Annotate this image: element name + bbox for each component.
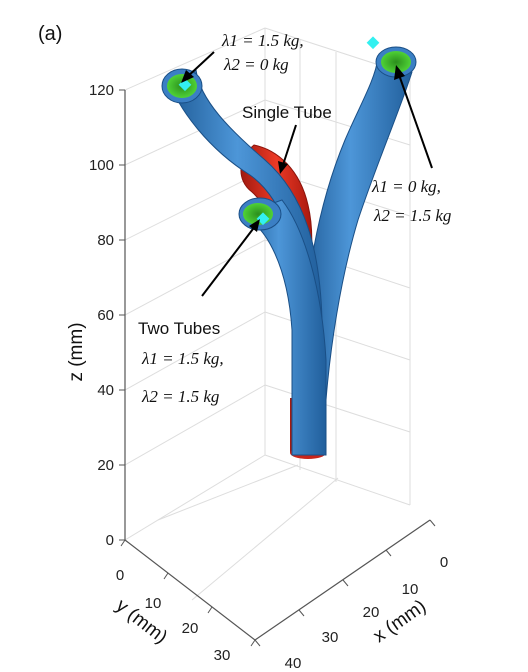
y-tick-label: 10 — [145, 595, 162, 612]
x-tick-mark — [342, 579, 349, 587]
annotation-two-tubes-lambda1: λ1 = 1.5 kg, — [141, 349, 224, 368]
grid-line — [264, 384, 411, 433]
left-tip — [161, 68, 203, 104]
two-tubes-tip-marker — [256, 212, 270, 226]
grid-line — [191, 477, 339, 601]
z-tick-label: 100 — [89, 157, 114, 174]
x-tick-mark — [385, 549, 392, 557]
y-ticks — [120, 539, 256, 647]
x-axis-line — [254, 519, 431, 641]
x-tick-mark — [298, 609, 305, 617]
x-tick-mark — [254, 639, 261, 647]
panel-label: (a) — [38, 23, 62, 45]
z-axis-label: z (mm) — [66, 322, 87, 381]
grid-line — [264, 311, 411, 361]
right-outer-tube — [299, 57, 413, 401]
grid-line — [124, 27, 266, 91]
grid — [124, 27, 411, 601]
annotation-left-lambda2: λ2 = 0 kg — [223, 55, 289, 74]
arrow-single-tube-head — [278, 161, 288, 174]
arrow-right-tip — [397, 71, 433, 169]
arrow-left-tip-head — [181, 70, 194, 83]
two-tubes-outer-tube — [238, 199, 327, 456]
z-tick-label: 40 — [97, 382, 114, 399]
x-ticks — [254, 519, 436, 647]
z-tick-label: 120 — [89, 82, 114, 99]
z-tick-label: 0 — [106, 532, 114, 549]
y-tick-mark — [207, 606, 213, 614]
two-tubes-tip — [238, 197, 282, 231]
x-tick-label: 0 — [440, 554, 448, 571]
arrow-left-tip — [185, 51, 215, 79]
annotation-two-tubes: Two Tubes — [138, 319, 220, 338]
arrow-single-tube — [281, 124, 297, 169]
z-tick-labels: 0 20 40 60 80 100 120 — [89, 82, 114, 549]
y-tick-mark — [120, 539, 126, 547]
arrow-two-tubes — [201, 224, 257, 297]
annotation-right-lambda1: λ1 = 0 kg, — [371, 177, 441, 196]
right-tip — [366, 36, 417, 78]
grid-line — [157, 464, 299, 521]
grid-line — [124, 239, 266, 316]
y-tick-label: 30 — [214, 647, 231, 664]
y-tick-labels: 0 10 20 30 — [116, 567, 231, 664]
x-tick-labels: 0 10 20 30 40 — [285, 554, 449, 672]
x-tick-label: 20 — [363, 604, 380, 621]
right-tip-marker — [366, 36, 380, 50]
annotation-two-tubes-lambda2: λ2 = 1.5 kg — [141, 387, 219, 406]
x-tick-mark — [429, 519, 436, 527]
annotation-arrows — [181, 51, 433, 297]
grid-line — [124, 169, 266, 241]
y-tick-label: 20 — [182, 620, 199, 637]
x-tick-label: 40 — [285, 655, 302, 672]
z-ticks — [119, 89, 125, 541]
annotation-left-lambda1: λ1 = 1.5 kg, — [221, 31, 304, 50]
y-tick-mark — [163, 572, 169, 580]
y-axis-line — [124, 539, 256, 641]
right-tip-disk — [381, 51, 411, 73]
y-tick-mark — [250, 639, 256, 647]
y-tick-label: 0 — [116, 567, 124, 584]
arrow-two-tubes-head — [249, 219, 260, 232]
y-axis-label: y (mm) — [112, 595, 171, 648]
grid-line — [124, 99, 266, 166]
x-tick-label: 30 — [322, 629, 339, 646]
z-tick-label: 20 — [97, 457, 114, 474]
z-tick-label: 60 — [97, 307, 114, 324]
grid-line — [124, 454, 266, 541]
annotation-single-tube: Single Tube — [242, 103, 332, 122]
arrow-right-tip-head — [394, 65, 405, 80]
grid-line — [264, 454, 411, 506]
z-tick-label: 80 — [97, 232, 114, 249]
grid-line — [124, 311, 266, 391]
annotation-right-lambda2: λ2 = 1.5 kg — [373, 206, 451, 225]
x-tick-label: 10 — [402, 581, 419, 598]
grid-line — [124, 384, 266, 466]
